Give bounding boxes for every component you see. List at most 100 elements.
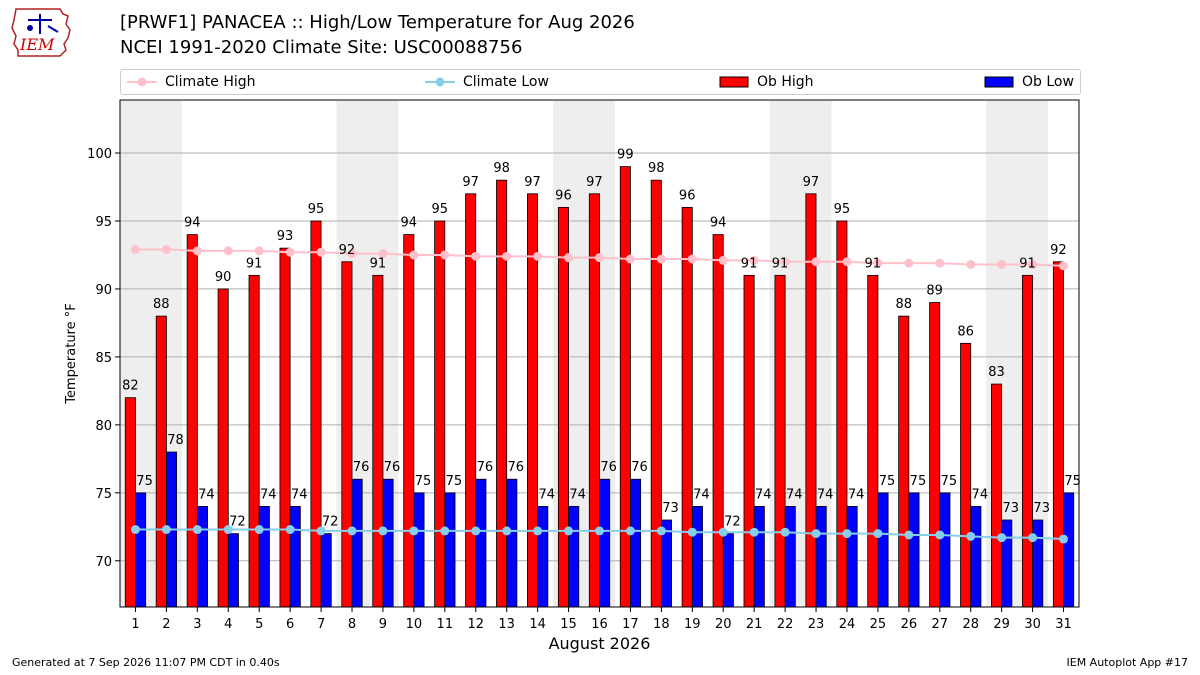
ob-low-label: 74 [198,487,215,502]
climate-low-point [254,525,264,535]
ob-high-bar [650,179,662,608]
climate-high-point [997,259,1007,269]
x-tick-label: 14 [529,617,546,632]
x-tick-label: 9 [379,617,387,632]
x-tick-label: 5 [255,617,263,632]
ob-high-label: 96 [555,188,572,203]
x-tick-label: 31 [1055,617,1072,632]
x-tick-label: 27 [932,617,949,632]
climate-high-point [223,246,233,256]
ob-low-label: 74 [848,487,865,502]
ob-high-label: 86 [957,324,974,339]
ob-high-bar [805,193,817,608]
ob-low-bar [877,492,889,608]
ob-low-bar [475,478,487,608]
climate-high-point [935,258,945,268]
ob-low-bar [1001,519,1013,608]
x-tick-label: 10 [406,617,423,632]
plot-frame [119,99,1080,608]
y-tick-label: 100 [87,147,112,162]
climate-high-point [966,259,976,269]
x-tick-label: 23 [808,617,825,632]
climate-high-point [718,255,728,265]
ob-low-bar [722,533,734,608]
climate-high-point [564,253,574,263]
ob-high-label: 82 [122,379,139,394]
climate-high-point [595,253,604,263]
chart-title: [PRWF1] PANACEA :: High/Low Temperature … [120,12,635,33]
climate-high-point [656,254,666,264]
ob-high-label: 95 [308,202,325,217]
ob-low-label: 75 [415,474,432,489]
ob-low-bar [630,478,642,608]
ob-high-bar [867,274,879,608]
climate-low-point [223,525,233,535]
climate-low-line-icon [425,77,455,87]
y-tick-label: 95 [95,215,112,230]
ob-low-bar [784,506,796,608]
ob-high-label: 98 [648,161,665,176]
ob-high-label: 94 [184,216,201,231]
climate-high-point [811,257,821,267]
climate-high-point [409,250,419,260]
climate-low-point [1059,534,1069,544]
climate-low-point [966,531,976,541]
ob-high-bar [341,261,353,608]
ob-high-label: 88 [895,297,912,312]
logo-text: IEM [19,35,55,54]
climate-low-point [533,526,543,536]
ob-low-bar [753,506,765,608]
ob-low-label: 74 [972,487,989,502]
climate-low-point [842,529,852,539]
y-axis-label: Temperature °F [64,303,79,404]
chart-subtitle: NCEI 1991-2020 Climate Site: USC00088756 [120,37,523,58]
ob-high-bar [186,234,198,608]
ob-high-bar [1052,261,1064,608]
legend-label: Climate High [165,74,256,90]
ob-low-label: 74 [786,487,803,502]
climate-low-point [316,526,326,536]
ob-high-bar [403,234,415,608]
climate-high-point [502,251,512,261]
ob-high-bar [991,383,1003,608]
x-tick-label: 21 [746,617,763,632]
x-tick-label: 6 [286,617,294,632]
climate-high-point [687,254,697,264]
ob-high-bar [743,274,755,608]
legend-item-climate-high: Climate High [127,70,256,94]
ob-low-label: 72 [322,515,339,530]
climate-high-point [780,257,790,267]
climate-low-point [161,525,171,535]
climate-low-point [409,526,419,536]
ob-low-bar [258,506,270,608]
climate-high-point [842,257,852,267]
ob-low-label: 78 [167,433,184,448]
ob-high-bar [929,302,941,608]
ob-high-label: 89 [926,284,943,299]
ob-low-label: 76 [384,460,401,475]
legend-label: Climate Low [463,74,549,90]
ob-low-label: 75 [879,474,896,489]
ob-high-bar [898,315,910,608]
ob-low-bar [351,478,363,608]
ob-high-bar [248,274,260,608]
legend-item-ob-low: Ob Low [984,70,1074,94]
ob-high-label: 92 [339,243,356,258]
ob-low-label: 76 [600,460,617,475]
climate-low-point [749,527,759,537]
x-tick-label: 26 [901,617,918,632]
ob-low-label: 73 [662,501,679,516]
ob-low-label: 75 [1064,474,1081,489]
x-tick-label: 30 [1024,617,1041,632]
x-axis-label: August 2026 [549,634,651,653]
ob-low-label: 74 [291,487,308,502]
ob-high-label: 97 [462,175,479,190]
ob-low-bar [908,492,920,608]
climate-high-point [471,251,481,261]
climate-high-point [873,258,883,268]
ob-low-label: 74 [569,487,586,502]
ob-high-label: 98 [493,161,510,176]
ob-low-label: 75 [941,474,958,489]
climate-low-point [130,525,140,535]
